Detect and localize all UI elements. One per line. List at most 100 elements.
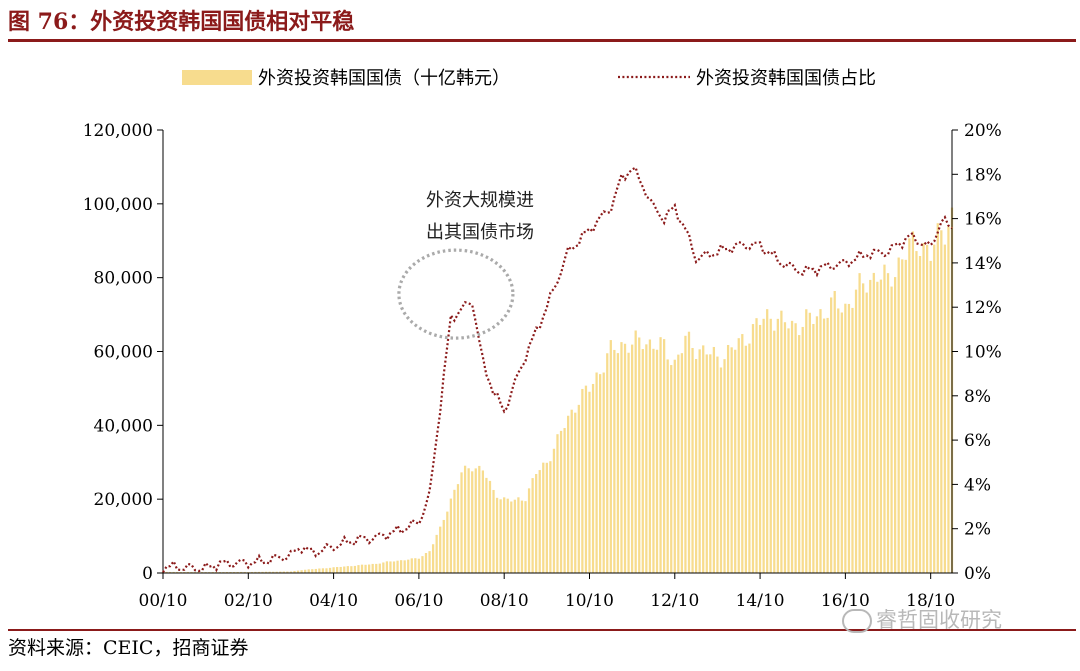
- bar: [780, 310, 783, 573]
- watermark-text: 睿哲固收研究: [876, 608, 1002, 632]
- bar: [591, 383, 595, 573]
- bar: [609, 340, 612, 573]
- bar: [862, 283, 865, 573]
- bar: [318, 568, 321, 573]
- bar: [535, 474, 538, 573]
- bar: [346, 566, 349, 573]
- bar: [925, 244, 929, 574]
- annotation-text-line2: 出其国债市场: [426, 222, 534, 243]
- right-tick-label: 16%: [964, 210, 1002, 230]
- legend-bar-label: 外资投资韩国国债（十亿韩元）: [258, 68, 510, 89]
- bar: [350, 566, 353, 573]
- bar: [929, 260, 932, 573]
- bar: [790, 320, 794, 573]
- bar: [243, 571, 246, 573]
- bar: [431, 544, 435, 573]
- bar: [488, 480, 492, 573]
- bar: [414, 558, 417, 573]
- bar: [577, 404, 580, 573]
- left-tick-label: 60,000: [94, 343, 153, 363]
- bar: [595, 372, 598, 573]
- bar: [499, 499, 502, 573]
- x-tick-label: 14/10: [736, 591, 785, 611]
- title-rule: [8, 39, 1076, 42]
- annotation-text-line1: 外资大规模进: [426, 190, 534, 211]
- bar: [300, 570, 303, 573]
- bar: [801, 326, 804, 573]
- bar: [748, 343, 751, 573]
- bar: [687, 331, 691, 573]
- bar: [485, 477, 488, 573]
- bar: [876, 281, 879, 573]
- bar: [758, 324, 762, 573]
- bar: [890, 286, 893, 573]
- bar: [606, 353, 609, 573]
- legend: 外资投资韩国国债（十亿韩元） 外资投资韩国国债占比: [182, 68, 876, 89]
- bar: [854, 289, 858, 573]
- bar: [542, 462, 545, 573]
- bar: [726, 345, 730, 573]
- bar: [620, 342, 623, 573]
- bar: [524, 501, 527, 573]
- bar: [478, 465, 481, 573]
- bar: [392, 561, 396, 573]
- bar: [588, 391, 591, 573]
- bar: [275, 571, 278, 573]
- bar: [798, 335, 801, 573]
- bar: [851, 307, 854, 573]
- bar: [847, 303, 851, 573]
- bar: [268, 571, 271, 573]
- bar: [616, 353, 620, 573]
- bar: [567, 415, 570, 573]
- bar: [520, 500, 524, 573]
- bar: [634, 330, 637, 573]
- bar: [343, 566, 346, 573]
- bar: [325, 568, 328, 573]
- bar: [286, 571, 289, 573]
- bar: [296, 570, 300, 573]
- bar: [947, 226, 950, 573]
- bar: [442, 519, 445, 573]
- bar: [844, 303, 847, 573]
- figure-title: 图 76：外资投资韩国国债相对平稳: [8, 9, 355, 35]
- bar: [467, 468, 470, 573]
- bar: [648, 339, 652, 573]
- bar: [311, 569, 314, 573]
- bar: [908, 238, 911, 573]
- left-tick-label: 20,000: [94, 490, 153, 510]
- x-tick-label: 02/10: [224, 591, 273, 611]
- right-tick-label: 0%: [964, 564, 991, 584]
- bar: [186, 571, 190, 573]
- bar: [261, 571, 264, 573]
- bar: [918, 256, 922, 573]
- bar: [766, 309, 769, 573]
- bar: [510, 501, 513, 573]
- chart: 0 20,000 40,000 60,000 80,000 100,000 120,000 0…: [83, 68, 1002, 611]
- bar: [808, 312, 811, 573]
- bar: [168, 571, 172, 573]
- bar: [304, 569, 307, 573]
- bar: [495, 497, 499, 573]
- bar: [531, 478, 534, 573]
- right-tick-label: 14%: [964, 254, 1002, 274]
- bar: [894, 277, 897, 573]
- bar: [698, 349, 701, 573]
- source-note: 资料来源：CEIC，招商证券: [8, 637, 249, 659]
- left-tick-label: 0: [142, 564, 153, 584]
- bar: [279, 571, 282, 573]
- bar: [794, 323, 797, 573]
- bar: [382, 562, 385, 573]
- bar: [641, 349, 644, 573]
- bar: [471, 471, 474, 573]
- x-tick-label: 18/10: [906, 591, 955, 611]
- bar: [783, 322, 787, 573]
- bar: [751, 324, 755, 573]
- bar: [453, 489, 456, 573]
- x-tick-label: 06/10: [394, 591, 443, 611]
- bar: [574, 412, 577, 573]
- bar: [581, 388, 584, 573]
- bar-series: [161, 207, 954, 574]
- bar: [360, 564, 364, 573]
- bar: [293, 570, 296, 573]
- right-tick-label: 6%: [964, 431, 991, 451]
